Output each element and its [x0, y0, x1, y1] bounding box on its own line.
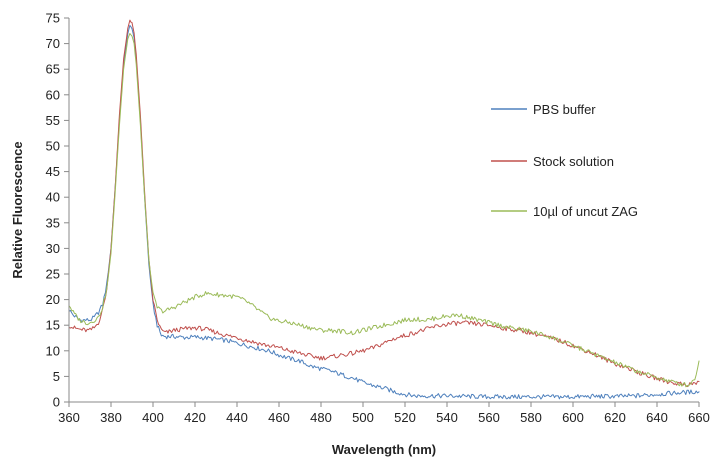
plot-area: 360 380 400 420 440 460 480 500 520 540 560 580 600 6…: [46, 11, 710, 426]
legend: PBS buffer Stock solution 10µl of uncut ZA…: [491, 102, 638, 219]
series-line: [68, 24, 700, 400]
y-tick-label: 50: [46, 139, 60, 154]
y-tick-label: 55: [46, 113, 60, 128]
x-tick-label: 360: [58, 410, 80, 425]
legend-label: 10µl of uncut ZAG: [533, 204, 638, 219]
y-tick-label: 35: [46, 215, 60, 230]
x-tick-label: 440: [226, 410, 248, 425]
y-tick-label: 60: [46, 87, 60, 102]
x-tick-label: 620: [604, 410, 626, 425]
x-tick-label: 380: [100, 410, 122, 425]
y-tick-label: 15: [46, 318, 60, 333]
legend-label: PBS buffer: [533, 102, 596, 117]
series-layer: [68, 19, 700, 400]
x-tick-label: 640: [646, 410, 668, 425]
x-tick-label: 480: [310, 410, 332, 425]
x-tick-label: 540: [436, 410, 458, 425]
x-tick-label: 520: [394, 410, 416, 425]
x-tick-label: 460: [268, 410, 290, 425]
x-tick-label: 600: [562, 410, 584, 425]
y-tick-label: 65: [46, 62, 60, 77]
x-tick-label: 560: [478, 410, 500, 425]
y-tick-label: 40: [46, 190, 60, 205]
y-tick-label: 10: [46, 343, 60, 358]
x-tick-label: 500: [352, 410, 374, 425]
y-tick-label: 75: [46, 11, 60, 26]
y-tick-label: 0: [53, 395, 60, 410]
x-tick-label: 420: [184, 410, 206, 425]
x-tick-label: 580: [520, 410, 542, 425]
y-tick-label: 45: [46, 164, 60, 179]
y-axis-ticks: 0 5 10 15 20 25 30 35 40 45 50 55 60 65 70 75: [46, 11, 69, 410]
y-axis-title: Relative Fluorescence: [10, 141, 25, 278]
x-tick-label: 400: [142, 410, 164, 425]
y-tick-label: 30: [46, 241, 60, 256]
legend-label: Stock solution: [533, 154, 614, 169]
x-axis-title: Wavelength (nm): [332, 442, 436, 457]
y-tick-label: 5: [53, 369, 60, 384]
x-axis-ticks: 360 380 400 420 440 460 480 500 520 540 560 580 600 6…: [58, 402, 710, 425]
y-tick-label: 20: [46, 292, 60, 307]
y-tick-label: 70: [46, 36, 60, 51]
y-tick-label: 25: [46, 267, 60, 282]
x-tick-label: 660: [688, 410, 710, 425]
series-line: [68, 33, 700, 388]
